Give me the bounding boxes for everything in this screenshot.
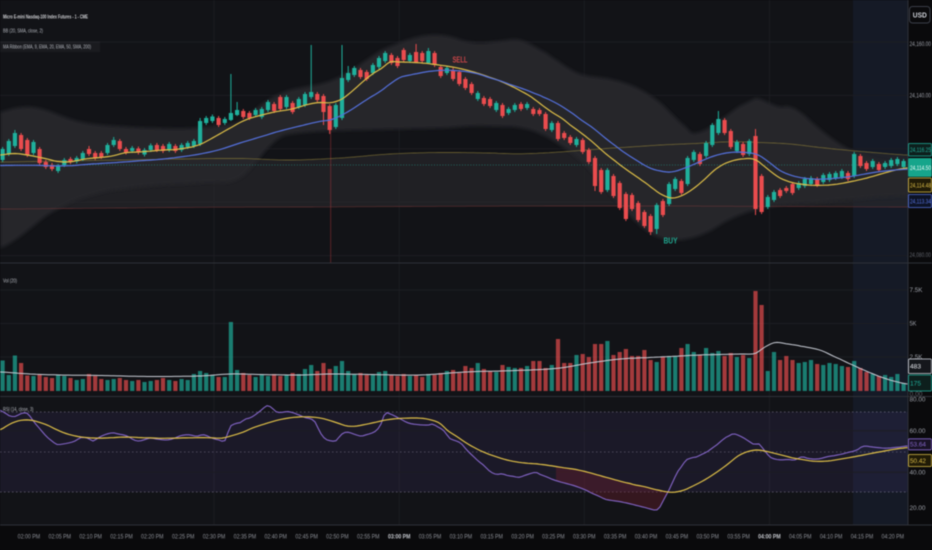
svg-text:03:35 PM: 03:35 PM [604,535,627,541]
svg-text:20.00: 20.00 [910,505,926,512]
svg-text:53.64: 53.64 [910,442,926,449]
svg-text:03:50 PM: 03:50 PM [696,535,719,541]
svg-text:MA Ribbon (EMA, 9, EMA, 20, EM: MA Ribbon (EMA, 9, EMA, 20, EMA, 50, SMA… [3,45,91,51]
svg-text:03:25 PM: 03:25 PM [542,535,565,541]
svg-text:5K: 5K [910,321,918,328]
svg-text:24,113.34: 24,113.34 [910,198,931,205]
svg-text:40.00: 40.00 [910,470,926,477]
svg-text:02:45 PM: 02:45 PM [295,535,318,541]
svg-text:02:40 PM: 02:40 PM [264,535,287,541]
svg-text:80.00: 80.00 [910,397,926,404]
svg-text:USD: USD [913,13,927,20]
svg-text:175: 175 [910,380,921,387]
svg-text:24,080.00: 24,080.00 [910,252,932,259]
svg-text:03:40 PM: 03:40 PM [635,535,658,541]
svg-text:Micro E-mini Nasdaq-100 Index: Micro E-mini Nasdaq-100 Index Futures - … [3,15,88,21]
svg-text:03:10 PM: 03:10 PM [450,535,473,541]
svg-text:03:55 PM: 03:55 PM [727,535,750,541]
svg-text:02:15 PM: 02:15 PM [110,535,133,541]
svg-text:RSI (14, close, 3): RSI (14, close, 3) [3,407,34,413]
svg-text:03:45 PM: 03:45 PM [666,535,689,541]
svg-text:02:20 PM: 02:20 PM [141,535,164,541]
svg-text:24,114.48: 24,114.48 [910,182,931,189]
svg-text:04:00 PM: 04:00 PM [758,535,781,541]
svg-text:60.00: 60.00 [910,428,926,435]
svg-text:7.5K: 7.5K [910,287,924,294]
svg-text:0.00: 0.00 [910,391,923,398]
svg-text:24,140.00: 24,140.00 [910,93,932,100]
svg-text:2.5K: 2.5K [910,354,924,361]
svg-text:03:15 PM: 03:15 PM [480,535,503,541]
svg-text:02:25 PM: 02:25 PM [172,535,195,541]
svg-text:SELL: SELL [453,55,468,65]
svg-text:BB (20, SMA, close, 2): BB (20, SMA, close, 2) [3,29,43,35]
svg-text:24,114.50: 24,114.50 [910,165,931,172]
svg-text:Vol (20): Vol (20) [3,279,17,285]
svg-text:02:35 PM: 02:35 PM [234,535,257,541]
svg-text:04:05 PM: 04:05 PM [789,535,812,541]
svg-text:02:00 PM: 02:00 PM [18,535,41,541]
svg-text:483: 483 [910,364,921,371]
svg-text:03:20 PM: 03:20 PM [511,535,534,541]
svg-text:02:10 PM: 02:10 PM [79,535,102,541]
svg-text:02:30 PM: 02:30 PM [203,535,226,541]
svg-text:24,160.00: 24,160.00 [910,41,932,48]
svg-text:50.42: 50.42 [910,458,926,465]
svg-text:04:10 PM: 04:10 PM [820,535,843,541]
svg-text:02:05 PM: 02:05 PM [49,535,72,541]
svg-text:24,116.25: 24,116.25 [910,147,931,154]
svg-text:04:20 PM: 04:20 PM [882,535,905,541]
svg-text:03:30 PM: 03:30 PM [573,535,596,541]
svg-text:04:15 PM: 04:15 PM [851,535,874,541]
svg-text:03:00 PM: 03:00 PM [388,535,411,541]
svg-text:BUY: BUY [664,236,678,246]
svg-text:03:05 PM: 03:05 PM [419,535,442,541]
svg-text:02:50 PM: 02:50 PM [326,535,349,541]
svg-text:02:55 PM: 02:55 PM [357,535,380,541]
